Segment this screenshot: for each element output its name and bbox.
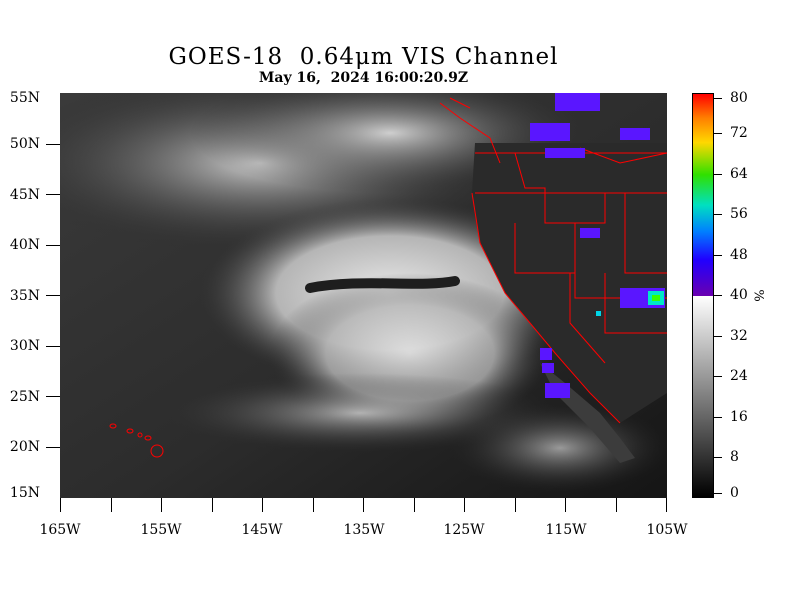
southern-cloud-streaks [450,403,667,493]
colorbar-tick [714,174,722,175]
lat-label-50n: 50N [9,136,40,152]
colorbar-label-16: 16 [730,409,748,425]
lon-tick [616,498,617,512]
lon-tick [666,498,667,512]
lat-label-45n: 45N [9,187,40,203]
lat-tick [46,245,60,246]
colorbar-label-24: 24 [730,368,748,384]
cold-cloud-tops [530,93,665,398]
colorbar-label-0: 0 [730,485,739,501]
lat-tick [46,346,60,347]
colorbar-tick [714,336,722,337]
lon-tick [60,498,61,512]
lon-tick [464,498,465,512]
lon-tick [262,498,263,512]
lon-tick [565,498,566,512]
colorbar-label-64: 64 [730,166,748,182]
lat-label-30n: 30N [9,338,40,354]
dry-slot [305,276,460,293]
political-boundaries [439,97,667,424]
lon-tick [363,498,364,512]
map-title: GOES-18 0.64μm VIS Channel [168,44,559,70]
lon-tick [313,498,314,512]
thunderstorm-cores [596,291,664,316]
colorbar [692,93,714,498]
lat-label-35n: 35N [9,288,40,304]
lat-tick [46,396,60,397]
colorbar-grayscale-segment [693,295,713,497]
colorbar-tick [714,295,722,296]
colorbar-label-72: 72 [730,125,748,141]
colorbar-color-segment [693,94,713,296]
lon-label-135w: 135W [343,522,385,538]
colorbar-label-48: 48 [730,247,748,263]
lon-label-145w: 145W [241,522,283,538]
lat-label-40n: 40N [9,237,40,253]
colorbar-label-32: 32 [730,328,748,344]
lat-tick [46,144,60,145]
lon-tick [515,498,516,512]
colorbar-label-8: 8 [730,449,739,465]
lon-tick [111,498,112,512]
lon-tick [161,498,162,512]
colorbar-tick [714,133,722,134]
colorbar-label-80: 80 [730,90,748,106]
lon-tick [414,498,415,512]
colorbar-tick [714,493,722,494]
lat-tick [46,447,60,448]
colorbar-tick [714,376,722,377]
lat-tick [46,194,60,195]
colorbar-label-56: 56 [730,206,748,222]
colorbar-tick [714,417,722,418]
lon-label-125w: 125W [443,522,485,538]
lon-label-165w: 165W [39,522,81,538]
colorbar-tick [714,457,722,458]
satellite-imagery-svg [60,93,667,498]
colorbar-tick [714,98,722,99]
lat-label-20n: 20N [9,439,40,455]
satellite-image [60,93,667,498]
lon-label-155w: 155W [140,522,182,538]
colorbar-label-40: 40 [730,287,748,303]
lon-label-105w: 105W [646,522,688,538]
map-timestamp: May 16, 2024 16:00:20.9Z [258,70,469,86]
lat-label-15n: 15N [9,485,40,501]
lat-label-25n: 25N [9,389,40,405]
hawaiian-islands [109,423,164,458]
colorbar-tick [714,214,722,215]
colorbar-unit: % [750,289,766,302]
lon-label-115w: 115W [545,522,587,538]
colorbar-tick [714,255,722,256]
lon-tick [212,498,213,512]
lat-tick [46,295,60,296]
lat-label-55n: 55N [9,90,40,106]
